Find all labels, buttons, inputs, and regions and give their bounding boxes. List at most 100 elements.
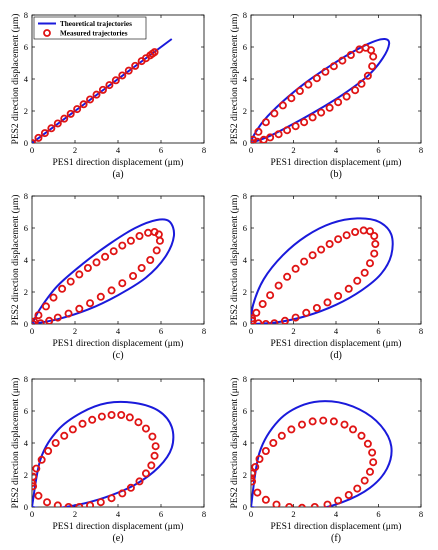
x-tick-label-d-3: 6 bbox=[376, 326, 380, 336]
measured-point-d-25 bbox=[300, 257, 309, 266]
measured-point-e-16 bbox=[148, 432, 157, 441]
panel-label-c: (c) bbox=[112, 350, 123, 361]
measured-point-c-18 bbox=[135, 231, 144, 240]
x-tick-label-c-1: 2 bbox=[73, 326, 77, 336]
measured-point-d-20 bbox=[342, 231, 351, 240]
measured-point-e-2 bbox=[43, 498, 52, 507]
y-axis-title-f: PES2 direction displacement (μm) bbox=[229, 378, 240, 509]
measured-point-e-28 bbox=[44, 446, 53, 455]
measured-point-d-6 bbox=[302, 308, 311, 317]
y-axis-title-a: PES2 direction displacement (μm) bbox=[10, 14, 21, 145]
measured-point-b-9 bbox=[317, 108, 326, 117]
measured-point-e-9 bbox=[118, 489, 127, 498]
y-tick-label-b-0: 0 bbox=[243, 138, 247, 148]
measured-point-e-13 bbox=[147, 461, 156, 470]
x-axis-title-b: PES1 direction displacement (μm) bbox=[271, 157, 402, 168]
measured-point-c-25 bbox=[75, 270, 84, 279]
measured-point-b-3 bbox=[266, 133, 275, 142]
measured-point-a-2 bbox=[40, 129, 49, 138]
measured-point-f-2 bbox=[261, 495, 270, 504]
x-tick-label-e-3: 6 bbox=[159, 509, 163, 519]
measured-point-e-19 bbox=[125, 413, 134, 422]
measured-point-e-10 bbox=[126, 483, 135, 492]
measured-point-d-12 bbox=[360, 268, 369, 277]
measured-point-b-29 bbox=[278, 101, 287, 110]
x-tick-label-d-2: 4 bbox=[334, 326, 339, 336]
panel-e: 0 2 4 6 8 0 2 4 6 8 PES1 direction displacement (μ… bbox=[10, 374, 206, 544]
legend-theoretical-label: Theoretical trajectories bbox=[60, 20, 132, 28]
measured-point-f-17 bbox=[348, 425, 357, 434]
x-tick-label-e-2: 4 bbox=[116, 509, 121, 519]
measured-point-d-8 bbox=[323, 298, 332, 307]
measured-point-c-10 bbox=[129, 271, 138, 280]
measured-point-e-31 bbox=[32, 472, 38, 481]
measured-point-e-12 bbox=[141, 469, 150, 478]
x-tick-label-a-4: 8 bbox=[202, 145, 206, 155]
measured-point-d-27 bbox=[283, 272, 292, 281]
legend: Theoretical trajectories Measured traject… bbox=[33, 16, 147, 40]
measured-point-f-7 bbox=[323, 500, 332, 507]
measured-point-f-8 bbox=[334, 496, 343, 505]
x-tick-label-f-1: 2 bbox=[291, 509, 295, 519]
axes-frame-b bbox=[250, 14, 422, 144]
y-tick-label-d-4: 8 bbox=[243, 191, 247, 201]
y-tick-label-b-1: 2 bbox=[243, 106, 247, 116]
x-tick-label-a-3: 6 bbox=[159, 145, 163, 155]
measured-point-b-16 bbox=[368, 62, 377, 71]
measured-point-f-19 bbox=[329, 417, 338, 426]
measured-point-d-14 bbox=[370, 249, 379, 258]
measured-point-d-10 bbox=[344, 284, 353, 293]
plot-area-a bbox=[32, 38, 173, 143]
measured-point-f-27 bbox=[255, 454, 264, 463]
measured-point-e-0 bbox=[32, 482, 38, 491]
plot-area-d bbox=[251, 217, 394, 324]
measured-point-f-4 bbox=[285, 503, 294, 507]
theoretical-trajectory-b bbox=[251, 37, 391, 143]
x-tick-label-b-2: 4 bbox=[334, 145, 339, 155]
y-tick-label-a-1: 2 bbox=[24, 106, 28, 116]
y-tick-label-f-2: 4 bbox=[243, 438, 248, 448]
plot-area-b bbox=[251, 37, 391, 143]
y-axis-title-e: PES2 direction displacement (μm) bbox=[10, 378, 21, 509]
measured-point-e-7 bbox=[96, 498, 105, 507]
y-tick-label-e-2: 4 bbox=[24, 438, 29, 448]
measured-point-d-18 bbox=[359, 226, 368, 235]
measured-point-a-13 bbox=[111, 76, 120, 85]
measured-point-e-20 bbox=[117, 410, 126, 419]
x-tick-label-c-2: 4 bbox=[116, 326, 121, 336]
measured-point-a-3 bbox=[47, 124, 56, 133]
x-tick-label-d-0: 0 bbox=[249, 326, 253, 336]
panel-label-e: (e) bbox=[112, 533, 123, 544]
y-tick-label-e-4: 8 bbox=[24, 374, 28, 384]
measured-point-e-8 bbox=[107, 494, 116, 503]
measured-point-f-21 bbox=[308, 417, 317, 426]
measured-point-e-3 bbox=[53, 501, 62, 507]
measured-point-c-12 bbox=[146, 255, 155, 264]
measured-point-d-5 bbox=[291, 313, 300, 322]
measured-point-c-11 bbox=[137, 263, 146, 272]
measured-point-b-4 bbox=[274, 130, 283, 139]
x-tick-label-e-1: 2 bbox=[73, 509, 77, 519]
measured-point-f-9 bbox=[344, 490, 353, 499]
measured-point-e-21 bbox=[107, 410, 116, 419]
x-axis-title-f: PES1 direction displacement (μm) bbox=[271, 521, 402, 532]
measured-point-b-23 bbox=[329, 62, 338, 71]
plot-area-e bbox=[32, 400, 175, 507]
measured-point-e-5 bbox=[75, 503, 84, 507]
theoretical-trajectory-d bbox=[251, 217, 394, 324]
x-tick-label-c-4: 8 bbox=[202, 326, 206, 336]
measured-point-a-21 bbox=[150, 48, 159, 57]
measured-point-e-30 bbox=[32, 464, 41, 473]
measured-point-b-22 bbox=[338, 56, 347, 65]
y-tick-label-a-0: 0 bbox=[24, 138, 28, 148]
measured-point-c-24 bbox=[83, 263, 92, 272]
y-tick-label-a-3: 6 bbox=[24, 42, 28, 52]
measured-point-a-11 bbox=[98, 85, 107, 94]
y-tick-label-c-3: 6 bbox=[24, 223, 28, 233]
y-tick-label-f-3: 6 bbox=[243, 406, 247, 416]
x-axis-title-a: PES1 direction displacement (μm) bbox=[53, 157, 184, 168]
measured-point-d-22 bbox=[325, 239, 334, 248]
measured-point-f-30 bbox=[251, 474, 255, 483]
measured-point-e-23 bbox=[88, 415, 97, 424]
measured-point-c-9 bbox=[118, 279, 127, 288]
